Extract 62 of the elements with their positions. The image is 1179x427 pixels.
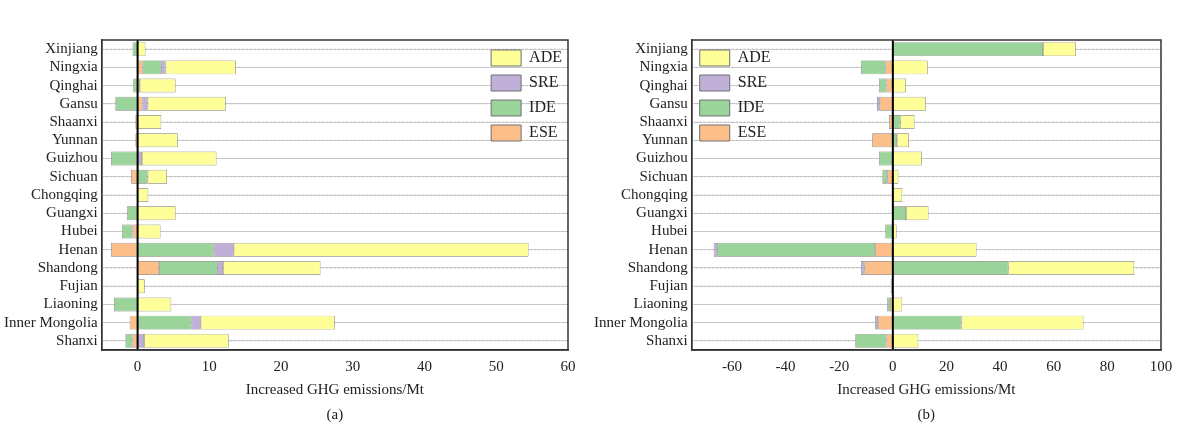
- y-tick-label: Liaoning: [633, 295, 689, 312]
- x-tick-label: 0: [889, 357, 897, 374]
- x-tick-label: 20: [938, 357, 954, 374]
- x-tick-label: 30: [345, 357, 361, 374]
- x-tick-label: 10: [201, 357, 217, 374]
- x-tick-label: 40: [992, 357, 1008, 374]
- text: (b): [917, 406, 936, 423]
- legend-label: IDE: [529, 98, 556, 116]
- y-tick-label: Xinjiang: [635, 40, 689, 57]
- x-tick-label: 60: [560, 357, 576, 374]
- y-tick-label: Hubei: [61, 222, 98, 239]
- legend-label: IDE: [737, 98, 765, 116]
- y-tick-label: Shandong: [37, 258, 99, 275]
- y-tick-label: Qinghai: [49, 76, 98, 93]
- x-tick-label: -60: [721, 357, 742, 374]
- x-tick-label: 60: [1046, 357, 1062, 374]
- y-tick-label: Shanxi: [56, 331, 98, 348]
- x-axis-title: Increased GHG emissions/Mt: [245, 380, 425, 397]
- y-tick-label: Xinjiang: [45, 40, 99, 57]
- y-tick-label: Shanxi: [646, 331, 688, 348]
- legend-label: ESE: [737, 123, 767, 141]
- y-tick-label: Chongqing: [621, 185, 689, 202]
- y-tick-label: Gansu: [59, 94, 99, 111]
- y-tick-label: Inner Mongolia: [593, 313, 689, 330]
- y-tick-label: Sichuan: [49, 167, 99, 184]
- x-tick-label: 40: [417, 357, 433, 374]
- y-tick-label: Guangxi: [636, 204, 688, 221]
- y-tick-label: Liaoning: [43, 295, 99, 312]
- legend-label: ESE: [529, 123, 558, 141]
- legend-label: SRE: [737, 73, 768, 91]
- y-tick-label: Shaanxi: [49, 113, 98, 129]
- y-tick-label: Yunnan: [51, 131, 99, 148]
- y-tick-label: Henan: [58, 240, 99, 257]
- y-tick-label: Gansu: [649, 94, 689, 111]
- y-tick-label: Fujian: [59, 277, 99, 294]
- x-tick-label: 0: [133, 357, 142, 374]
- x-tick-label: 80: [1099, 357, 1115, 374]
- y-tick-label: Guizhou: [46, 149, 99, 166]
- y-tick-label: Qinghai: [639, 76, 688, 93]
- legend-label: SRE: [529, 73, 559, 91]
- y-tick-label: Shaanxi: [639, 113, 688, 129]
- y-tick-label: Ningxia: [49, 58, 99, 75]
- x-tick-label: 20: [273, 357, 289, 374]
- legend-label: ADE: [737, 48, 771, 66]
- y-tick-label: Hubei: [651, 222, 688, 239]
- x-tick-label: 100: [1149, 357, 1173, 374]
- y-tick-label: Henan: [648, 240, 689, 257]
- x-tick-label: 50: [488, 357, 504, 374]
- y-tick-label: Inner Mongolia: [3, 313, 99, 330]
- y-tick-label: Fujian: [649, 277, 689, 294]
- x-tick-label: -20: [829, 357, 850, 374]
- y-tick-label: Guizhou: [636, 149, 689, 166]
- x-axis-title: Increased GHG emissions/Mt: [837, 380, 1017, 397]
- y-tick-label: Guangxi: [46, 204, 98, 221]
- x-tick-label: -40: [775, 357, 796, 374]
- y-tick-label: Chongqing: [31, 185, 99, 202]
- legend-label: ADE: [529, 48, 563, 66]
- y-tick-label: Ningxia: [639, 58, 689, 75]
- y-tick-label: Shandong: [627, 258, 689, 275]
- y-tick-label: Yunnan: [641, 131, 689, 148]
- y-tick-label: Sichuan: [639, 167, 689, 184]
- text: (a): [326, 406, 344, 423]
